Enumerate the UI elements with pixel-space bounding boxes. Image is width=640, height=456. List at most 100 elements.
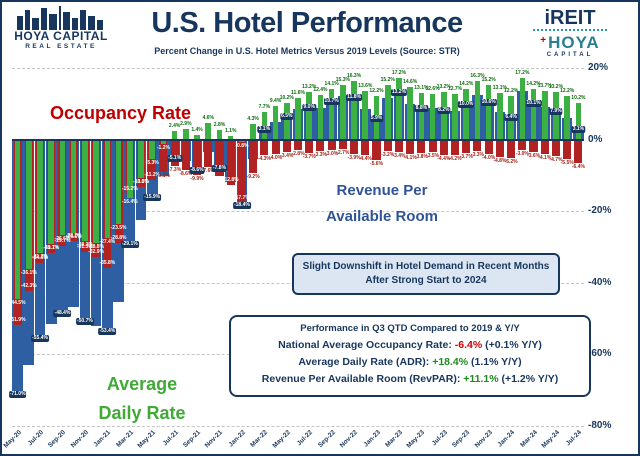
bar-occupancy <box>484 139 493 154</box>
bar-occupancy <box>574 139 583 163</box>
bar-occupancy <box>249 139 258 173</box>
bar-adr <box>452 94 458 140</box>
bar-label: -9.1% <box>156 173 170 180</box>
plus-icon: + <box>540 35 548 46</box>
bar-occupancy <box>181 139 190 171</box>
bar-label: -7.6% <box>201 167 215 174</box>
bar-adr <box>362 90 369 140</box>
bar-adr <box>340 84 346 140</box>
bar-adr <box>575 103 582 140</box>
bar-label: -28.8% <box>88 243 105 250</box>
bar-label: 14.2% <box>526 80 541 87</box>
bar-label: -4.8% <box>493 157 507 164</box>
bar-label: 2.9% <box>180 121 192 128</box>
bar-label: -0.8% <box>235 143 249 150</box>
bar-label: 14.1% <box>324 81 339 88</box>
bar-occupancy <box>439 139 448 156</box>
bar-label: 15.2% <box>481 77 496 84</box>
bar-adr <box>463 88 470 140</box>
occupancy-series-label: Occupancy Rate <box>50 103 192 123</box>
bar-label: 12.2% <box>560 87 575 94</box>
bar-occupancy <box>428 139 437 153</box>
bar-occupancy <box>327 139 336 151</box>
bar-label: -5.5% <box>560 160 574 167</box>
bar-label: -3.0% <box>515 151 529 158</box>
bar-occupancy <box>495 139 504 157</box>
bar-adr <box>183 129 189 140</box>
bar-label: 16.3% <box>346 73 362 80</box>
bar-label: -48.4% <box>53 309 72 317</box>
summary-rows: National Average Occupancy Rate: -6.4% (… <box>235 337 585 388</box>
bar-label: -31.7% <box>43 245 60 252</box>
bar-occupancy <box>338 139 347 150</box>
adr-series-label: Average Daily Rate <box>98 374 186 423</box>
bar-label: -28.2% <box>65 232 82 239</box>
bar-label: -29.1% <box>120 240 139 248</box>
bar-adr <box>497 92 503 140</box>
bar-occupancy <box>350 139 359 154</box>
bar-adr <box>306 92 312 140</box>
hoya-capital-logo: HOYA CAPITAL REAL ESTATE <box>10 6 112 51</box>
y-tick-label: -40% <box>588 276 612 288</box>
bar-label: 13.7% <box>537 82 552 89</box>
summary-box: Performance in Q3 QTD Compared to 2019 &… <box>229 315 591 397</box>
bar-label: -4.7% <box>549 157 563 164</box>
bar-label: 14.2% <box>459 80 474 87</box>
bar-occupancy <box>406 139 415 155</box>
bar-label: -42.3% <box>20 283 37 290</box>
bar-label: -13.3% <box>133 179 149 186</box>
bar-label: -3.5% <box>426 153 440 160</box>
bar-label: 7.7% <box>258 104 271 111</box>
bar-label: -31.7% <box>32 254 48 261</box>
bar-label: 11.6% <box>291 90 305 97</box>
bar-occupancy <box>159 139 168 173</box>
bar-adr <box>295 98 301 140</box>
bar-adr <box>37 139 43 254</box>
bar-label: 4.3% <box>247 116 259 123</box>
bar-label: 6.4% <box>504 113 518 121</box>
bar-label: 8.8% <box>414 105 429 113</box>
bar-label: 13.2% <box>390 89 408 97</box>
bar-label: -4.3% <box>257 155 271 162</box>
bar-label: -26.1% <box>65 234 82 241</box>
bar-label: 1.1% <box>225 127 237 134</box>
bar-label: 12.7% <box>447 86 463 93</box>
bar-label: -15.2% <box>121 186 138 193</box>
bar-label: -3.8% <box>414 154 428 161</box>
bar-label: 4.6% <box>202 115 214 122</box>
bar-label: 12.4% <box>313 87 328 94</box>
bar-adr <box>14 139 21 299</box>
bar-label: 2.4% <box>168 123 181 129</box>
bar-label: 3.1% <box>257 125 272 133</box>
bar-occupancy <box>361 139 370 156</box>
bar-label: -5.1% <box>167 154 183 162</box>
bar-label: -3.4% <box>280 152 294 159</box>
bar-label: -31.3% <box>76 243 93 250</box>
bar-adr <box>138 139 144 178</box>
bar-label: -29.7% <box>54 237 71 244</box>
bar-label: -10.6% <box>133 178 149 185</box>
bar-label: -36.1% <box>20 269 37 276</box>
bar-label: 9.0% <box>302 104 316 112</box>
bar-label: -28.8% <box>110 234 127 241</box>
bar-adr <box>474 81 481 140</box>
bar-occupancy <box>563 139 572 160</box>
bar-label: 10.7% <box>323 98 340 106</box>
summary-title: Performance in Q3 QTD Compared to 2019 &… <box>300 323 520 334</box>
bar-occupancy <box>271 139 280 154</box>
y-tick-label: 0% <box>588 133 603 145</box>
bar-label: 10.1% <box>525 100 542 108</box>
bar-occupancy <box>529 139 538 153</box>
bar-adr <box>564 95 570 140</box>
bar-label: -28.3% <box>76 241 93 248</box>
bar-label: 15.3% <box>335 76 350 83</box>
bar-adr <box>519 78 526 140</box>
bar-label: 12.2% <box>369 87 384 94</box>
bar-label: -53.4% <box>98 327 117 335</box>
bar-adr <box>59 139 66 235</box>
bar-label: -17.7% <box>233 194 250 201</box>
bar-adr <box>407 87 413 140</box>
bar-label: -32.9% <box>88 249 105 256</box>
gridline <box>12 68 584 69</box>
bar-occupancy <box>518 139 527 151</box>
